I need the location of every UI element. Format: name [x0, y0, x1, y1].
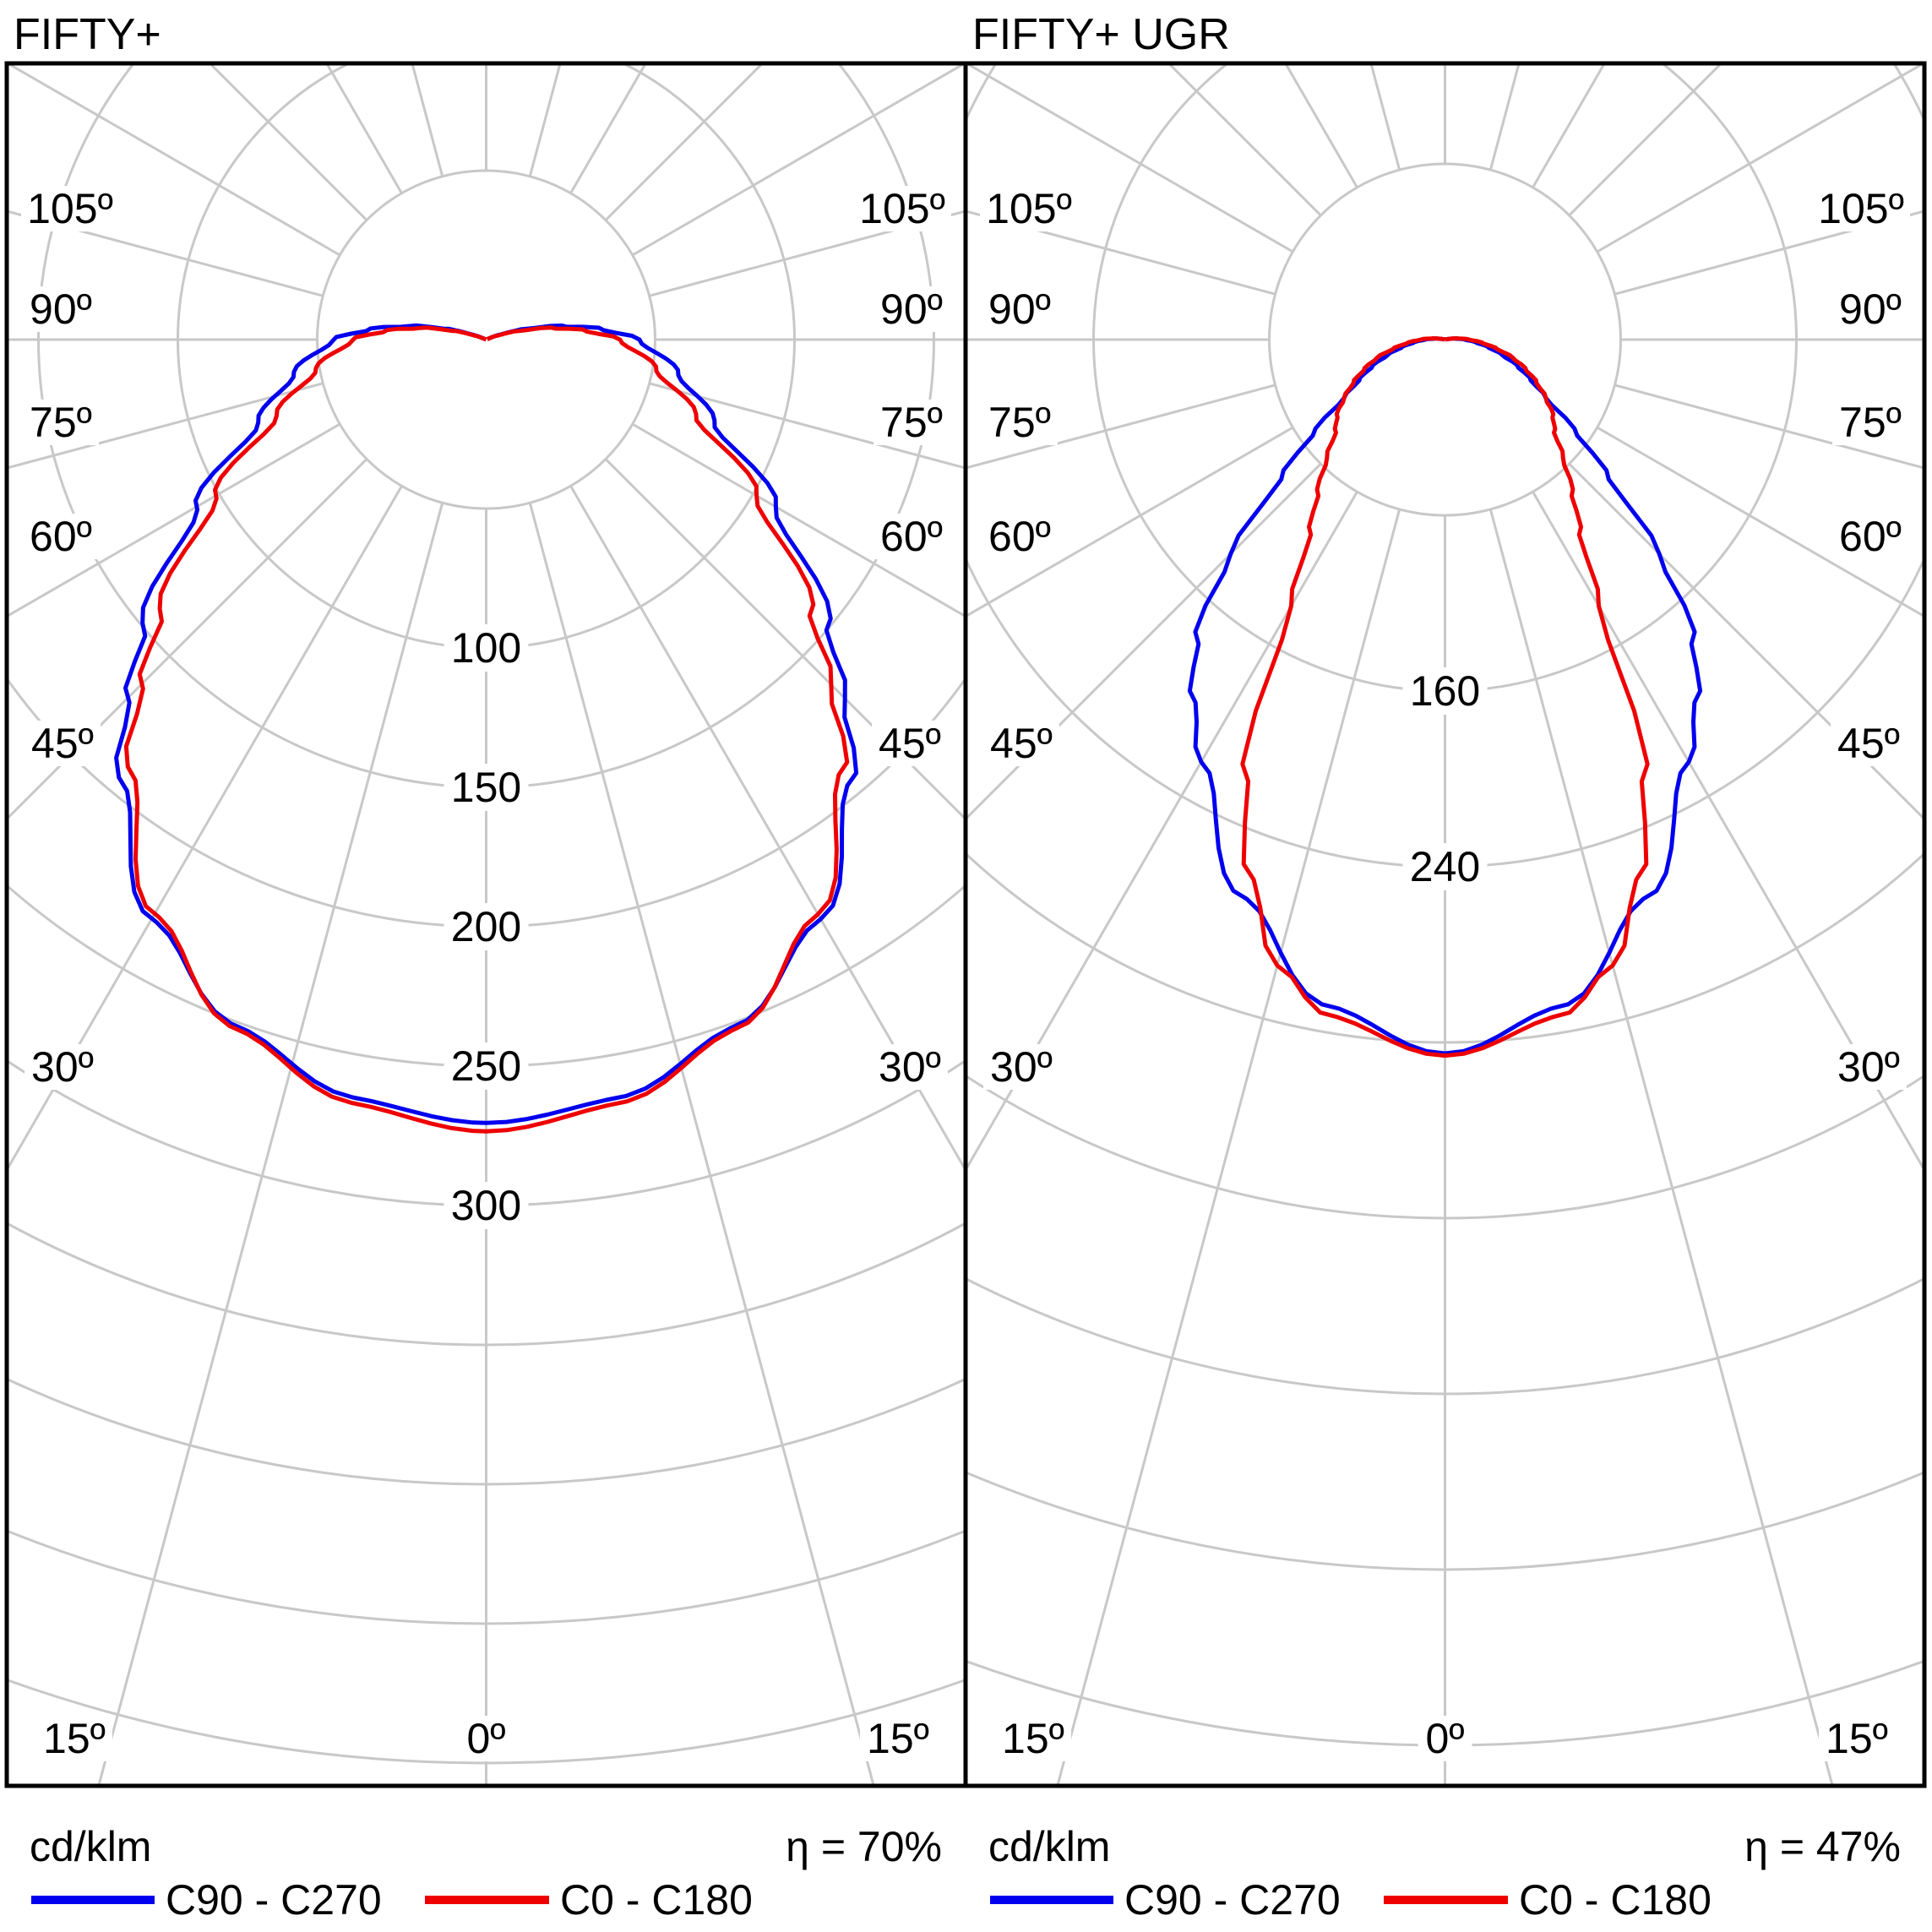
svg-text:60º: 60º	[1839, 513, 1902, 560]
svg-text:90º: 90º	[880, 286, 943, 333]
svg-text:200: 200	[451, 903, 521, 950]
svg-text:75º: 75º	[880, 399, 943, 446]
legend-label-c90-c270: C90 - C270	[166, 1876, 382, 1924]
svg-text:90º: 90º	[30, 286, 92, 333]
panel-title: FIFTY+ UGR	[972, 10, 1230, 59]
gamma-angle-labels: 105º 105º 90º 90º 75º 75º 60º 60º 45º 45º 30º 30º 15…	[980, 185, 1910, 1762]
efficiency-label: η = 70%	[786, 1823, 942, 1870]
svg-text:30º: 30º	[879, 1043, 941, 1091]
svg-text:0º: 0º	[1425, 1715, 1464, 1762]
ring-value-labels: 100 150 200 250 300	[444, 624, 529, 1229]
svg-text:45º: 45º	[879, 720, 941, 767]
svg-text:45º: 45º	[31, 720, 94, 767]
svg-text:45º: 45º	[990, 720, 1053, 767]
gamma-angle-labels: 105º 105º 90º 90º 75º 75º 60º 60º 45º 45º 30º 30º 15…	[21, 185, 951, 1762]
unit-label: cd/klm	[30, 1823, 151, 1870]
svg-text:15º: 15º	[867, 1715, 929, 1762]
svg-text:60º: 60º	[880, 513, 943, 560]
svg-text:30º: 30º	[1837, 1043, 1900, 1091]
unit-label: cd/klm	[988, 1823, 1110, 1870]
svg-text:105º: 105º	[986, 185, 1072, 232]
intensity-curves	[1187, 336, 1703, 1059]
legend-label-c0-c180: C0 - C180	[560, 1876, 753, 1924]
svg-text:300: 300	[451, 1182, 521, 1229]
legend-label-c90-c270: C90 - C270	[1124, 1876, 1341, 1924]
svg-text:240: 240	[1410, 843, 1480, 890]
svg-text:45º: 45º	[1837, 720, 1900, 767]
ring-value-labels: 160 240	[1402, 667, 1488, 890]
svg-text:100: 100	[451, 624, 521, 672]
panel-title: FIFTY+	[14, 10, 161, 59]
svg-text:75º: 75º	[30, 399, 92, 446]
svg-text:60º: 60º	[30, 513, 92, 560]
svg-text:15º: 15º	[1826, 1715, 1888, 1762]
efficiency-label: η = 47%	[1744, 1823, 1901, 1870]
svg-text:105º: 105º	[27, 185, 113, 232]
legend-label-c0-c180: C0 - C180	[1519, 1876, 1712, 1924]
svg-text:90º: 90º	[988, 286, 1051, 333]
svg-text:60º: 60º	[988, 513, 1051, 560]
svg-text:105º: 105º	[859, 185, 945, 232]
svg-text:30º: 30º	[31, 1043, 94, 1091]
svg-text:75º: 75º	[988, 399, 1051, 446]
plot-border	[963, 61, 1927, 1788]
svg-text:75º: 75º	[1839, 399, 1902, 446]
svg-text:30º: 30º	[990, 1043, 1053, 1091]
svg-text:150: 150	[451, 764, 521, 811]
svg-text:160: 160	[1410, 667, 1480, 715]
svg-text:90º: 90º	[1839, 286, 1902, 333]
svg-text:0º: 0º	[466, 1715, 505, 1762]
svg-text:15º: 15º	[43, 1715, 106, 1762]
svg-text:15º: 15º	[1002, 1715, 1064, 1762]
svg-text:250: 250	[451, 1042, 521, 1090]
svg-text:105º: 105º	[1818, 185, 1904, 232]
intensity-curves	[114, 323, 859, 1134]
